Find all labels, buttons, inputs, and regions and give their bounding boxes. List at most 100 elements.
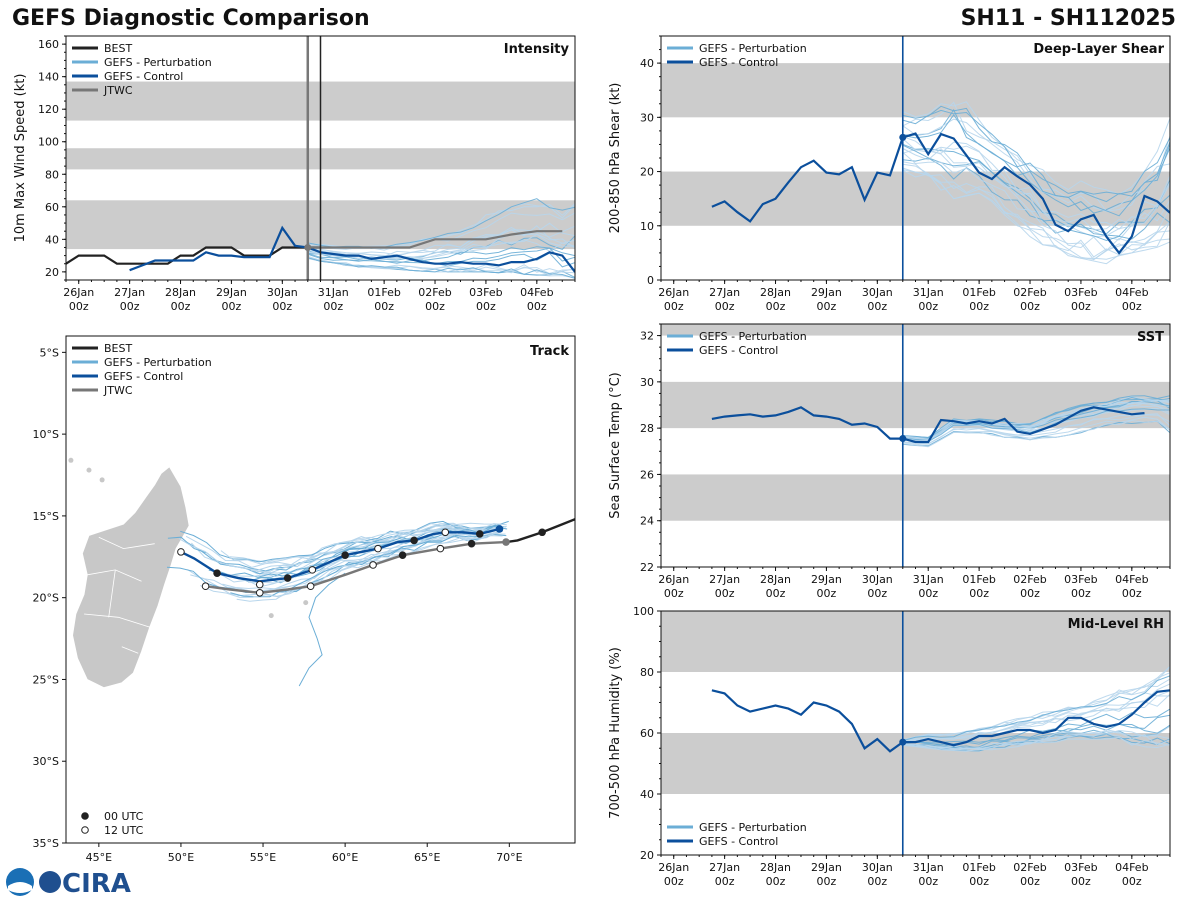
intensity-panel-title: Intensity [504, 42, 570, 57]
rh-x-tick-day: 27Jan [709, 861, 740, 874]
track-y-tick-label: 25°S [33, 673, 59, 686]
rh-gefs-control-line [711, 689, 1170, 753]
track-perturbation-line [298, 572, 346, 687]
shear-y-tick-label: 40 [640, 57, 654, 70]
track-marker-00utc [283, 574, 292, 582]
island [68, 457, 74, 463]
track-perturbation-line [187, 530, 503, 593]
rh-y-tick-label: 100 [633, 605, 654, 618]
track-legend-label: JTWC [103, 384, 133, 397]
intensity-legend-label: JTWC [103, 84, 133, 97]
shear-perturbation-line [902, 109, 1170, 203]
intensity-x-tick-day: 31Jan [318, 286, 349, 299]
intensity-x-tick-day: 03Feb [469, 286, 502, 299]
sst-x-tick-day: 26Jan [658, 573, 689, 586]
island [86, 467, 92, 473]
sst-legend-label: GEFS - Perturbation [699, 330, 807, 343]
intensity-y-tick-label: 20 [45, 266, 59, 279]
intensity-y-tick-label: 40 [45, 233, 59, 246]
sst-panel: 22242628303226Jan00z27Jan00z28Jan00z29Ja… [608, 323, 1171, 600]
track-control-init-marker [495, 525, 504, 533]
sst-threshold-band [661, 474, 1170, 521]
rh-legend-label: GEFS - Control [699, 835, 778, 848]
track-x-tick-label: 65°E [414, 851, 440, 864]
rh-x-tick-hour: 00z [1071, 875, 1091, 888]
track-x-tick-label: 60°E [332, 851, 358, 864]
track-marker-12utc [374, 544, 382, 553]
rh-perturbation-line [902, 693, 1170, 742]
sst-x-tick-day: 31Jan [913, 573, 944, 586]
sst-x-tick-day: 02Feb [1013, 573, 1046, 586]
intensity-y-axis-label: 10m Max Wind Speed (kt) [13, 74, 28, 243]
shear-perturbation-line [902, 161, 1170, 261]
intensity-x-tick-hour: 00z [527, 300, 547, 313]
sst-perturbation-line [902, 413, 1170, 445]
track-panel: 45°E 50°E 55°E 60°E 65°E 70°E 5°S 10°S 15°S 20°S 2… [33, 335, 576, 864]
shear-y-tick-label: 10 [640, 220, 654, 233]
shear-y-tick-label: 20 [640, 166, 654, 179]
track-x-tick-label: 55°E [250, 851, 276, 864]
rh-x-tick-day: 30Jan [862, 861, 893, 874]
shear-x-tick-hour: 00z [1122, 300, 1142, 313]
sst-x-tick-day: 29Jan [811, 573, 842, 586]
sst-threshold-band [661, 324, 1170, 336]
track-perturbation-line [185, 524, 502, 568]
intensity-x-tick-hour: 00z [272, 300, 292, 313]
intensity-perturbation-line [307, 257, 575, 279]
sst-y-tick-label: 24 [640, 515, 654, 528]
intensity-y-tick-label: 140 [38, 71, 59, 84]
sst-init-marker [899, 435, 907, 443]
shear-init-marker [899, 133, 907, 141]
track-marker-12utc [177, 548, 185, 556]
shear-x-tick-day: 26Jan [658, 286, 689, 299]
shear-x-tick-day: 02Feb [1013, 286, 1046, 299]
shear-perturbation-line [902, 108, 1170, 214]
intensity-y-tick-label: 80 [45, 168, 59, 181]
shear-x-tick-day: 01Feb [962, 286, 995, 299]
intensity-x-tick-hour: 00z [374, 300, 394, 313]
rh-x-tick-hour: 00z [664, 875, 684, 888]
track-legend-label: GEFS - Control [104, 370, 183, 383]
sst-y-axis-label: Sea Surface Temp (°C) [608, 372, 623, 519]
track-y-tick-label: 10°S [33, 428, 59, 441]
shear-perturbation-line [902, 169, 1170, 265]
track-x-tick-label: 70°E [496, 851, 522, 864]
track-marker-12utc [255, 580, 264, 589]
rh-init-marker [899, 738, 907, 746]
track-marker-00utc [475, 530, 484, 538]
shear-plot-area [661, 63, 1170, 265]
region-boundary [84, 613, 150, 628]
track-marker-12utc [306, 582, 315, 591]
intensity-x-tick-day: 01Feb [367, 286, 400, 299]
intensity-x-tick-hour: 00z [323, 300, 343, 313]
track-y-tick-label: 35°S [33, 837, 59, 850]
intensity-legend-label: BEST [104, 42, 132, 55]
sst-x-tick-day: 01Feb [962, 573, 995, 586]
cira-globe-icon [39, 871, 61, 893]
intensity-y-tick-label: 160 [38, 38, 59, 51]
intensity-x-tick-hour: 00z [222, 300, 242, 313]
rh-x-tick-hour: 00z [867, 875, 887, 888]
shear-perturbation-line [902, 136, 1170, 231]
intensity-perturbation-line [307, 225, 575, 257]
shear-x-tick-hour: 00z [867, 300, 887, 313]
intensity-x-tick-day: 02Feb [418, 286, 451, 299]
intensity-gefs-control-line [129, 225, 575, 273]
sst-plot-area [661, 324, 1170, 521]
region-boundary [108, 569, 116, 618]
track-perturbation-line [236, 531, 500, 602]
sst-x-tick-day: 27Jan [709, 573, 740, 586]
sst-x-tick-day: 04Feb [1115, 573, 1148, 586]
track-y-tick-label: 20°S [33, 592, 59, 605]
track-marker-legend-symbol [81, 826, 89, 834]
rh-x-tick-day: 31Jan [913, 861, 944, 874]
shear-y-axis-label: 200-850 hPa Shear (kt) [608, 83, 623, 234]
intensity-x-tick-day: 29Jan [216, 286, 247, 299]
intensity-perturbation-line [307, 233, 575, 260]
sst-x-tick-hour: 00z [1122, 587, 1142, 600]
shear-legend-label: GEFS - Control [699, 56, 778, 69]
rh-perturbation-line [902, 672, 1170, 741]
shear-perturbation-line [902, 144, 1170, 237]
sst-panel-title: SST [1137, 330, 1164, 345]
track-y-tick-label: 5°S [40, 346, 59, 359]
